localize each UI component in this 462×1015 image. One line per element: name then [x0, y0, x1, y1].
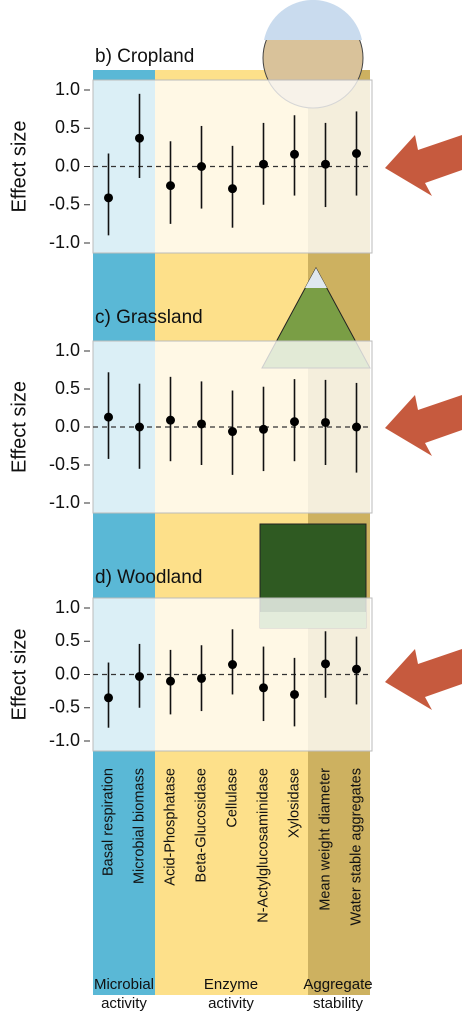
x-tick-label: Acid-Phosphatase [162, 768, 178, 886]
y-axis-label: Effect size [8, 629, 30, 721]
point [104, 413, 113, 422]
group-label: activity [208, 995, 254, 1012]
arrow [385, 649, 462, 710]
arrows [385, 135, 462, 710]
x-tick-label: N-Actylglucosaminidase [255, 768, 271, 923]
y-tick-label: 1.0 [55, 340, 80, 360]
y-tick-label: -1.0 [49, 492, 80, 512]
point [352, 665, 361, 674]
y-tick-label: 1.0 [55, 597, 80, 617]
y-tick-label: -0.5 [49, 454, 80, 474]
point [135, 134, 144, 143]
panel-title: d) Woodland [95, 567, 202, 588]
point [104, 193, 113, 202]
y-tick-label: -0.5 [49, 697, 80, 717]
point [135, 672, 144, 681]
y-tick-label: 0.5 [55, 378, 80, 398]
point [228, 427, 237, 436]
point [228, 660, 237, 669]
arrow [385, 395, 462, 456]
x-tick-label: Cellulase [224, 768, 240, 828]
group-label: Microbial [94, 976, 154, 993]
x-tick-label: Mean weight diameter [317, 768, 333, 911]
y-tick-label: 0.5 [55, 117, 80, 137]
figure: b) Cropland Effect size 1.0 0.5 0.0 -0.5 -1.0 c… [0, 0, 462, 1015]
group-label: Enzyme [204, 976, 258, 993]
y-tick-label: 1.0 [55, 79, 80, 99]
y-tick-label: -1.0 [49, 730, 80, 750]
point [321, 418, 330, 427]
photo-sky [264, 0, 362, 40]
x-tick-label: Microbial biomass [131, 768, 147, 884]
y-tick-label: -0.5 [49, 194, 80, 214]
point [197, 674, 206, 683]
point [104, 693, 113, 702]
point [166, 677, 175, 686]
point [321, 160, 330, 169]
point [290, 417, 299, 426]
group-label: activity [101, 995, 147, 1012]
x-tick-label: Basal respiration [100, 768, 116, 876]
point [321, 659, 330, 668]
arrow [385, 135, 462, 196]
point [352, 149, 361, 158]
point [166, 181, 175, 190]
point [259, 425, 268, 434]
x-tick-label: Xylosidase [286, 768, 302, 838]
panel-title: b) Cropland [95, 46, 194, 67]
point [290, 690, 299, 699]
point [259, 683, 268, 692]
y-tick-label: 0.0 [55, 416, 80, 436]
point [197, 419, 206, 428]
point [290, 150, 299, 159]
group-label: stability [313, 995, 364, 1012]
point [197, 162, 206, 171]
point [135, 423, 144, 432]
x-tick-label: Water stable aggregates [348, 768, 364, 925]
y-tick-label: 0.0 [55, 663, 80, 683]
y-axis-label: Effect size [8, 381, 30, 473]
y-axis-label: Effect size [8, 121, 30, 213]
point [228, 184, 237, 193]
point [352, 423, 361, 432]
y-tick-label: 0.5 [55, 630, 80, 650]
y-tick-label: 0.0 [55, 155, 80, 175]
y-tick-label: -1.0 [49, 232, 80, 252]
point [166, 416, 175, 425]
panel-title: c) Grassland [95, 307, 203, 328]
point [259, 160, 268, 169]
x-tick-label: Beta-Glucosidase [193, 768, 209, 882]
group-label: Aggregate [303, 976, 372, 993]
